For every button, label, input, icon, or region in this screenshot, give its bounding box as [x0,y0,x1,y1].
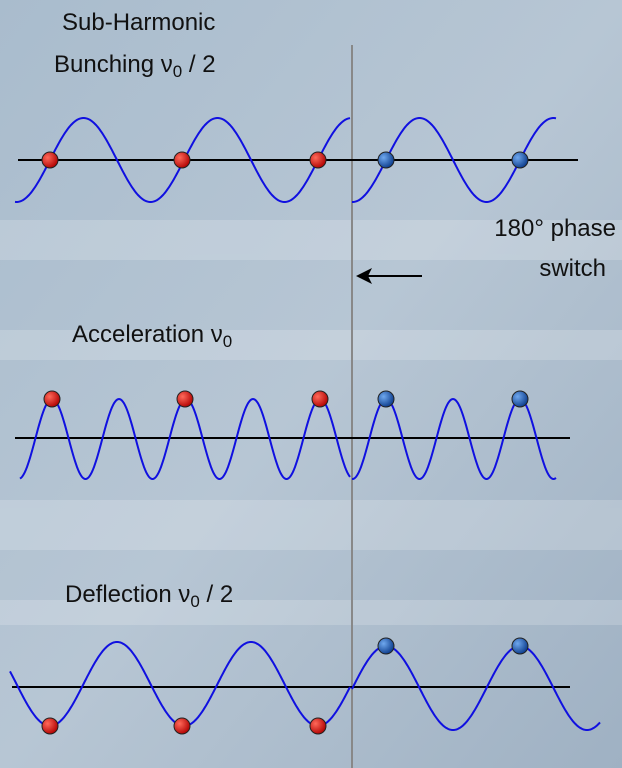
subscript: 0 [223,332,232,351]
text: Acceleration ν [72,321,223,348]
text: / 2 [182,51,215,78]
subscript: 0 [190,592,199,611]
title: Sub-Harmonic [62,9,215,36]
red-bunch [42,152,58,168]
red-bunch [174,152,190,168]
text: 180° phase [494,215,616,242]
text: Deflection ν [65,581,190,608]
diagram [0,0,622,768]
blue-bunch [512,152,528,168]
blue-bunch [512,391,528,407]
blue-bunch [378,638,394,654]
red-bunch [310,718,326,734]
blue-bunch [378,391,394,407]
red-bunch [174,718,190,734]
red-bunch [44,391,60,407]
text: / 2 [200,581,233,608]
blue-bunch [378,152,394,168]
label: Sub-Harmonic [62,8,215,38]
red-bunch [312,391,328,407]
label: Acceleration ν0 [72,320,232,350]
label: Bunching ν0 / 2 [54,50,216,80]
red-bunch [42,718,58,734]
label: 180° phase [446,214,616,244]
blue-bunch [512,638,528,654]
page: {"bunching": {"title": "Sub-Harmonic", "… [0,0,622,768]
text: Bunching ν [54,51,173,78]
text: switch [539,255,606,282]
background [0,0,622,768]
red-bunch [177,391,193,407]
subscript: 0 [173,62,182,81]
red-bunch [310,152,326,168]
label: Deflection ν0 / 2 [65,580,233,610]
label: switch [446,254,606,284]
